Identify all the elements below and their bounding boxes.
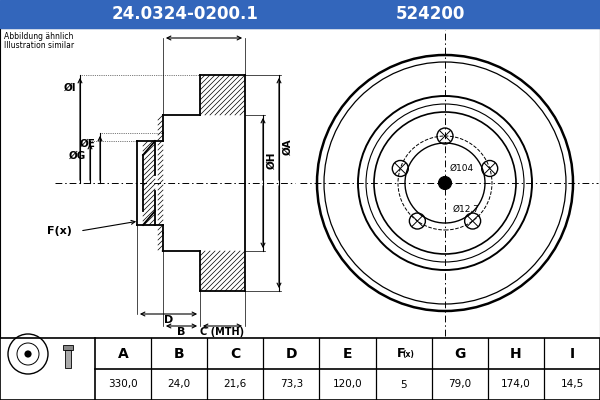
Bar	[63, 345, 73, 350]
Text: C: C	[230, 346, 241, 360]
Bar	[0, 338, 600, 400]
Text: C (MTH): C (MTH)	[200, 327, 245, 337]
Text: 14,5: 14,5	[560, 380, 584, 390]
Text: (x): (x)	[403, 350, 415, 360]
Bar	[65, 350, 71, 368]
Text: 24.0324-0200.1: 24.0324-0200.1	[112, 5, 259, 23]
Text: 79,0: 79,0	[448, 380, 471, 390]
Text: ØG: ØG	[69, 151, 86, 161]
Text: D: D	[286, 346, 297, 360]
Text: ØI: ØI	[64, 83, 76, 93]
Text: 21,6: 21,6	[224, 380, 247, 390]
Text: ØA: ØA	[283, 139, 293, 155]
Text: Abbildung ähnlich: Abbildung ähnlich	[4, 32, 73, 41]
Circle shape	[439, 176, 452, 190]
Text: B: B	[178, 327, 185, 337]
Text: 24,0: 24,0	[167, 380, 191, 390]
Bar	[0, 0, 600, 28]
Text: 73,3: 73,3	[280, 380, 303, 390]
Text: G: G	[454, 346, 466, 360]
Text: ØE: ØE	[80, 139, 96, 149]
Text: H: H	[510, 346, 521, 360]
Bar	[0, 28, 600, 338]
Text: A: A	[118, 346, 128, 360]
Text: 120,0: 120,0	[332, 380, 362, 390]
Text: Ø12,7: Ø12,7	[453, 205, 480, 214]
Text: 5: 5	[400, 380, 407, 390]
Text: 174,0: 174,0	[501, 380, 531, 390]
Text: B: B	[174, 346, 184, 360]
Circle shape	[25, 350, 32, 358]
Text: F: F	[397, 347, 406, 360]
Text: 330,0: 330,0	[108, 380, 138, 390]
Text: ØH: ØH	[267, 152, 277, 169]
Text: Ø104: Ø104	[450, 164, 474, 173]
Text: 524200: 524200	[395, 5, 464, 23]
Text: I: I	[569, 346, 575, 360]
Text: F(x): F(x)	[47, 226, 72, 236]
Text: D: D	[164, 315, 173, 325]
Text: Illustration similar: Illustration similar	[4, 41, 74, 50]
Text: E: E	[343, 346, 352, 360]
